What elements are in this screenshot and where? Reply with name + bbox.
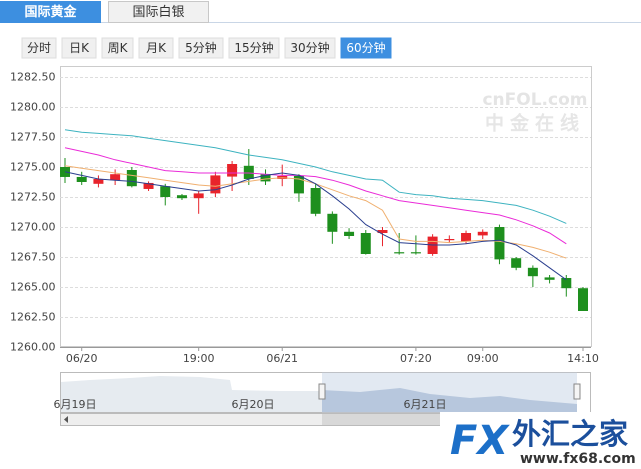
plot: 1260.00 1262.50 1265.00 1267.50 1270.00 1272.… xyxy=(10,66,599,365)
period-button[interactable] xyxy=(178,37,224,59)
logo-name: 外汇之家 xyxy=(512,417,628,451)
period-button[interactable] xyxy=(101,37,134,59)
logo-mark: FX xyxy=(450,418,510,464)
y-tick-label: 1282.50 xyxy=(10,71,56,84)
period-button[interactable] xyxy=(228,37,280,59)
candle-body xyxy=(93,179,104,184)
y-tick-label: 1275.00 xyxy=(10,161,56,174)
navigator-label: 6月19日 xyxy=(54,398,97,411)
y-tick-label: 1265.00 xyxy=(10,281,56,294)
period-label[interactable]: 分时 xyxy=(27,41,51,55)
x-tick-label: 19:00 xyxy=(183,352,215,365)
x-tick-label: 14:10 xyxy=(567,352,599,365)
logo-bg xyxy=(440,412,641,469)
moving-average-line xyxy=(64,171,567,281)
tab[interactable] xyxy=(0,1,101,23)
candle-body xyxy=(511,258,522,268)
candle-body xyxy=(293,176,304,194)
y-tick-label: 1267.50 xyxy=(10,251,56,264)
period-button[interactable] xyxy=(61,37,97,59)
x-tick-label: 07:20 xyxy=(400,352,432,365)
y-tick-label: 1260.00 xyxy=(10,341,56,354)
navigator-handle-left[interactable] xyxy=(318,383,326,400)
candle-body xyxy=(494,227,505,260)
tab[interactable] xyxy=(108,1,209,23)
candle-body xyxy=(260,174,271,182)
candle-body xyxy=(110,174,121,181)
period-button[interactable] xyxy=(340,37,392,59)
candle-body xyxy=(143,182,154,189)
watermark-sub: 中金在线 xyxy=(485,112,585,135)
candle-body xyxy=(310,188,321,214)
candle-body xyxy=(344,231,355,236)
candle-body xyxy=(327,213,338,232)
candle-body xyxy=(243,165,254,179)
period-label[interactable]: 30分钟 xyxy=(290,40,329,55)
navigator-handle-right[interactable] xyxy=(573,383,581,400)
scroll-left[interactable] xyxy=(64,416,68,423)
y-tick-label: 1262.50 xyxy=(10,311,56,324)
navigator-label: 6月20日 xyxy=(232,398,275,411)
candle-body xyxy=(160,186,171,197)
period-label[interactable]: 月K xyxy=(146,41,167,55)
period-label[interactable]: 周K xyxy=(108,41,129,55)
period-button[interactable] xyxy=(284,37,336,59)
candle-body xyxy=(527,267,538,277)
candle-body xyxy=(444,239,455,241)
candle-body xyxy=(544,277,555,280)
period-button[interactable] xyxy=(138,37,174,59)
y-tick-label: 1270.00 xyxy=(10,221,56,234)
candle-body xyxy=(126,170,137,187)
candle-body xyxy=(193,193,204,199)
tabs: 国际黄金 国际白银 xyxy=(0,1,209,23)
x-tick-label: 09:00 xyxy=(467,352,499,365)
candle-body xyxy=(394,252,405,254)
navigator-selection[interactable] xyxy=(322,372,577,413)
scrollbar-thumb[interactable] xyxy=(322,414,442,425)
candle-body xyxy=(578,288,588,311)
candle-body xyxy=(227,164,238,177)
period-label[interactable]: 日K xyxy=(69,41,90,55)
watermark-brand: cnFOL.com xyxy=(482,90,587,110)
candle-body xyxy=(76,176,87,182)
logo-url: www.fx68.com xyxy=(520,451,636,467)
plot-frame xyxy=(60,66,592,347)
period-button[interactable] xyxy=(21,37,57,59)
y-tick-label: 1272.50 xyxy=(10,191,56,204)
candle-body xyxy=(360,233,371,254)
period-label[interactable]: 5分钟 xyxy=(185,40,217,55)
tab-label[interactable]: 国际白银 xyxy=(132,4,184,20)
candle-body xyxy=(377,230,388,233)
candle-body xyxy=(410,252,421,254)
period-label[interactable]: 15分钟 xyxy=(234,40,273,55)
candle-body xyxy=(176,195,187,199)
period-label[interactable]: 60分钟 xyxy=(346,40,385,55)
moving-average-line xyxy=(64,147,567,245)
tab-label[interactable]: 国际黄金 xyxy=(24,4,77,20)
candle-body xyxy=(477,231,488,236)
navigator-area xyxy=(61,376,322,412)
candle-body xyxy=(561,278,572,289)
period-bar: 分时 日K 周K 月K 5分钟 15分钟 30分钟 60分钟 xyxy=(21,37,392,59)
candle-body xyxy=(461,233,472,242)
candle-body xyxy=(210,175,221,194)
moving-average-line xyxy=(64,129,567,224)
x-tick-label: 06/21 xyxy=(266,352,298,365)
navigator-label: 6月21日 xyxy=(404,398,447,411)
y-tick-label: 1277.50 xyxy=(10,131,56,144)
y-tick-label: 1280.00 xyxy=(10,101,56,114)
x-tick-label: 06/20 xyxy=(66,352,98,365)
